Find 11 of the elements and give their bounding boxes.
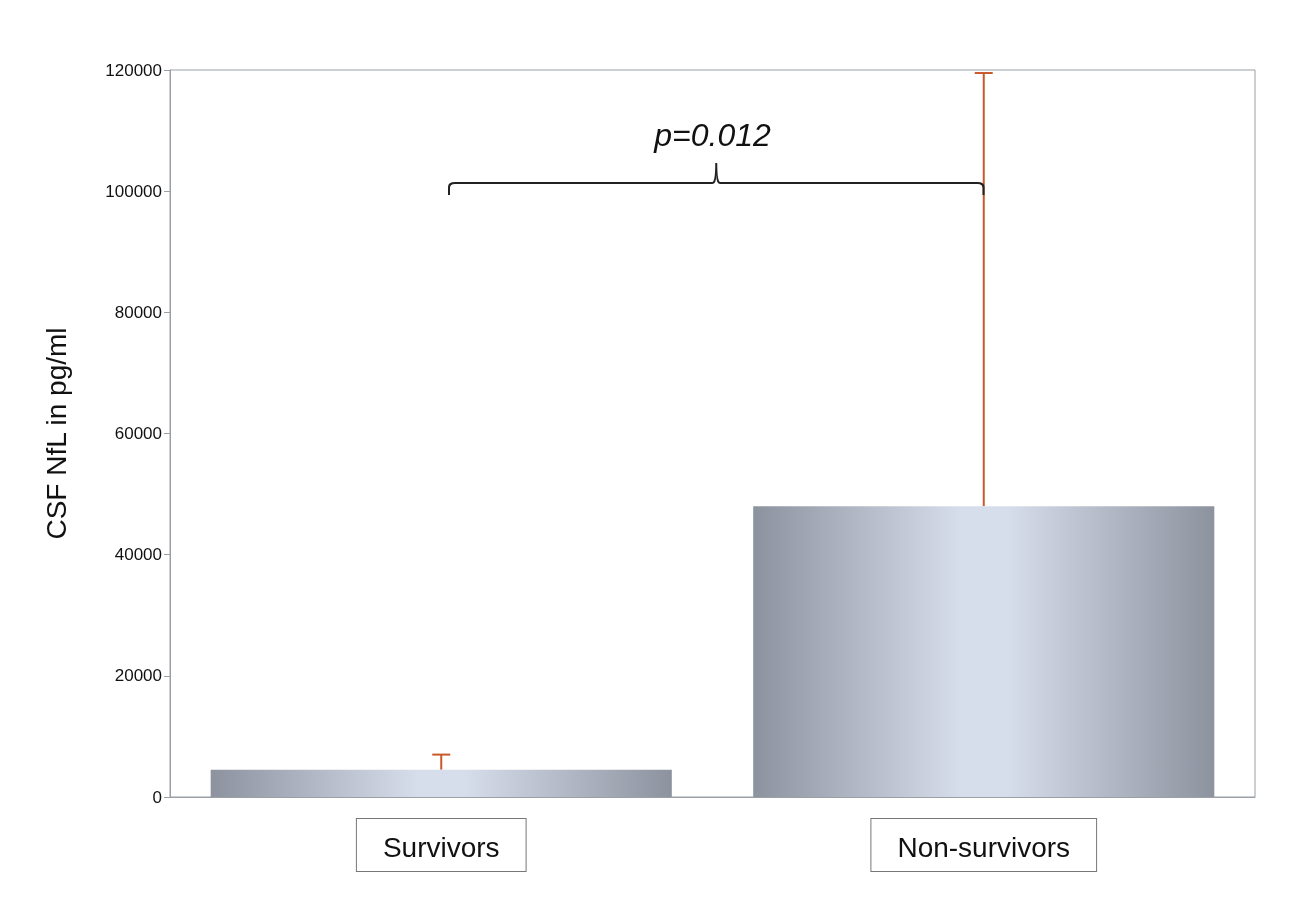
y-tick-label: 0 bbox=[152, 787, 162, 807]
y-tick-label: 60000 bbox=[114, 424, 162, 443]
x-tick-label: Non-survivors bbox=[897, 831, 1071, 863]
y-tick-label: 120000 bbox=[105, 60, 162, 80]
annotation: p=0.012 bbox=[653, 117, 771, 154]
y-tick-label: 80000 bbox=[114, 302, 162, 322]
y-tick-label: 20000 bbox=[114, 666, 162, 686]
y-axis-title: CSF NfL in pg/ml bbox=[40, 327, 72, 540]
y-tick-label: 40000 bbox=[114, 545, 162, 565]
y-tick-label: 100000 bbox=[105, 181, 162, 201]
x-tick-label: Survivors bbox=[382, 831, 500, 863]
